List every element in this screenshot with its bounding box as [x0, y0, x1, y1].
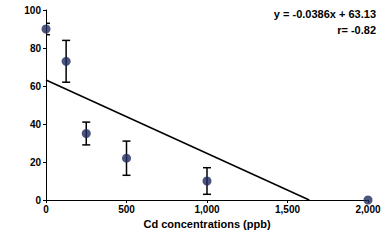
svg-text:0: 0 — [35, 195, 41, 206]
svg-text:40: 40 — [30, 119, 42, 130]
svg-text:r= -0.82: r= -0.82 — [337, 24, 376, 36]
svg-text:80: 80 — [30, 43, 42, 54]
svg-text:y = -0.0386x + 63.13: y = -0.0386x + 63.13 — [274, 8, 376, 20]
svg-text:20: 20 — [30, 157, 42, 168]
svg-text:1,500: 1,500 — [275, 204, 300, 215]
svg-text:2,000: 2,000 — [355, 204, 380, 215]
svg-text:Cd concentrations (ppb): Cd concentrations (ppb) — [143, 218, 270, 230]
svg-text:0: 0 — [43, 204, 49, 215]
svg-text:1,000: 1,000 — [194, 204, 219, 215]
svg-text:500: 500 — [118, 204, 135, 215]
svg-text:100: 100 — [24, 5, 41, 16]
svg-text:60: 60 — [30, 81, 42, 92]
